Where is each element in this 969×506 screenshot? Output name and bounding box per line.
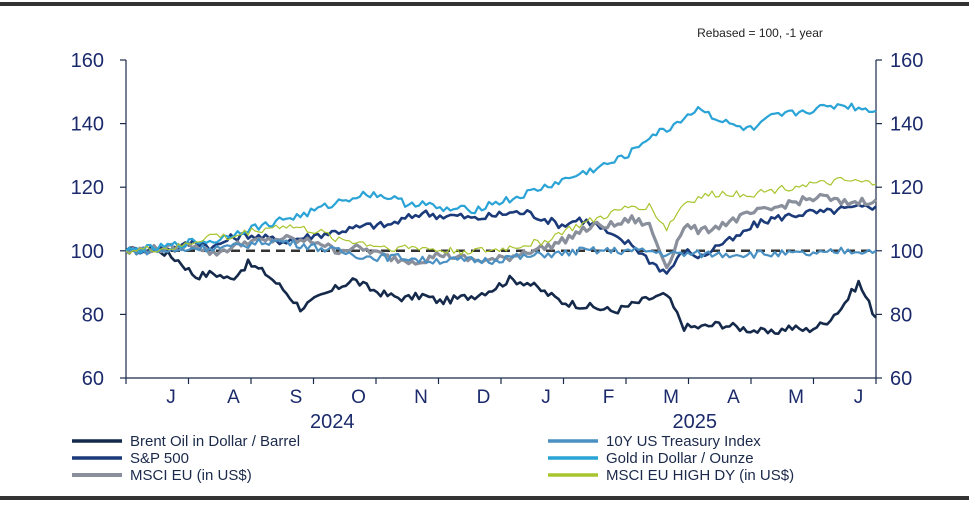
top-rule — [0, 2, 969, 6]
legend-label: Brent Oil in Dollar / Barrel — [130, 433, 300, 450]
x-tick-label: D — [477, 387, 491, 408]
y-axis-left: 60 80 100 120 140 160 — [71, 50, 126, 390]
series-line — [125, 237, 877, 265]
legend-label: MSCI EU HIGH DY (in US$) — [606, 467, 794, 484]
bottom-rule — [0, 496, 969, 500]
x-tick-label: A — [727, 387, 740, 408]
y-tick-label-right: 140 — [890, 114, 923, 136]
y-tick-label-right: 100 — [890, 241, 923, 263]
y-tick-label: 80 — [82, 304, 104, 326]
legend-label: Gold in Dollar / Ounze — [606, 450, 754, 467]
x-tick-label: S — [290, 387, 303, 408]
y-tick-label: 60 — [82, 368, 104, 390]
x-tick-label: F — [603, 387, 615, 408]
legend-label: 10Y US Treasury Index — [606, 433, 761, 450]
x-tick-label: J — [854, 387, 864, 408]
y-tick-label: 100 — [71, 241, 104, 263]
x-tick-label: J — [541, 387, 551, 408]
y-tick-label: 160 — [71, 50, 104, 72]
series-lines — [125, 102, 878, 335]
series-line — [125, 176, 877, 255]
y-tick-label-right: 60 — [890, 368, 912, 390]
series-line — [125, 192, 878, 270]
x-tick-label: O — [351, 387, 366, 408]
legend-label: MSCI EU (in US$) — [130, 467, 252, 484]
y-tick-label-right: 160 — [890, 50, 923, 72]
x-axis: J A S O N D J F M A M J 2024 2025 — [125, 378, 877, 433]
x-year-label: 2024 — [310, 411, 355, 433]
x-tick-label: A — [227, 387, 240, 408]
legend-label: S&P 500 — [130, 450, 189, 467]
series-line — [125, 102, 877, 254]
y-tick-label-right: 80 — [890, 304, 912, 326]
chart-axes — [125, 60, 877, 379]
y-tick-label: 140 — [71, 114, 104, 136]
y-tick-label: 120 — [71, 177, 104, 199]
x-tick-label: M — [788, 387, 804, 408]
series-line — [125, 203, 877, 275]
y-tick-label-right: 120 — [890, 177, 923, 199]
x-tick-label: J — [166, 387, 176, 408]
x-year-label: 2025 — [673, 411, 718, 433]
series-line — [125, 246, 877, 335]
y-axis-right: 60 80 100 120 140 160 — [876, 50, 923, 390]
x-tick-label: M — [663, 387, 679, 408]
x-tick-label: N — [414, 387, 428, 408]
chart-note: Rebased = 100, -1 year — [697, 26, 823, 40]
